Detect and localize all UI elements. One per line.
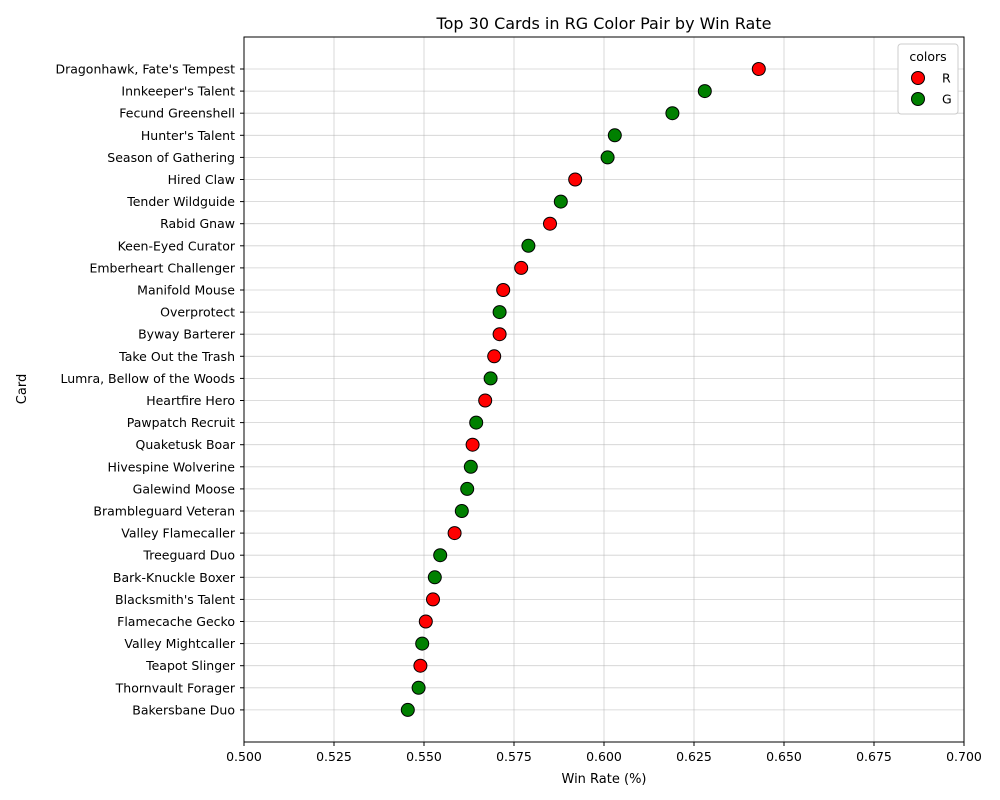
data-point bbox=[492, 305, 507, 320]
y-tick-label: Emberheart Challenger bbox=[89, 260, 235, 275]
x-tick-label: 0.550 bbox=[406, 749, 442, 764]
data-point bbox=[400, 702, 415, 717]
x-tick-label: 0.675 bbox=[856, 749, 892, 764]
data-point bbox=[465, 437, 480, 452]
y-tick-label: Thornvault Forager bbox=[115, 680, 236, 695]
y-tick-label: Bark-Knuckle Boxer bbox=[113, 570, 236, 585]
y-tick-label: Valley Flamecaller bbox=[121, 526, 236, 541]
data-point bbox=[460, 481, 475, 496]
data-point bbox=[607, 128, 622, 143]
data-point bbox=[697, 84, 712, 99]
y-tick-label: Brambleguard Veteran bbox=[93, 504, 235, 519]
y-tick-label: Hunter's Talent bbox=[141, 128, 235, 143]
x-tick-label: 0.650 bbox=[766, 749, 802, 764]
y-tick-label: Pawpatch Recruit bbox=[127, 415, 235, 430]
data-point bbox=[413, 658, 428, 673]
data-point bbox=[433, 548, 448, 563]
legend-label: R bbox=[942, 71, 951, 86]
x-tick-label: 0.700 bbox=[946, 749, 982, 764]
y-tick-label: Galewind Moose bbox=[133, 481, 236, 496]
y-tick-label: Take Out the Trash bbox=[118, 349, 235, 364]
y-tick-label: Hired Claw bbox=[168, 172, 235, 187]
data-point bbox=[447, 526, 462, 541]
data-point bbox=[469, 415, 484, 430]
x-axis-ticks: 0.500 0.525 0.550 0.575 0.600 0.625 0.650 0.675… bbox=[226, 742, 982, 764]
legend-title: colors bbox=[909, 49, 946, 64]
y-tick-label: Bakersbane Duo bbox=[132, 702, 235, 717]
legend-marker bbox=[911, 71, 925, 85]
data-point bbox=[483, 371, 498, 386]
x-tick-label: 0.575 bbox=[496, 749, 532, 764]
y-axis-ticks: Dragonhawk, Fate's Tempest Innkeeper's Ta… bbox=[55, 62, 244, 717]
data-points bbox=[400, 62, 766, 717]
y-tick-label: Valley Mightcaller bbox=[124, 636, 235, 651]
data-point bbox=[543, 216, 557, 231]
data-point bbox=[751, 62, 766, 76]
data-point bbox=[427, 570, 442, 585]
y-tick-label: Season of Gathering bbox=[107, 150, 235, 165]
y-tick-label: Overprotect bbox=[160, 305, 235, 320]
data-point bbox=[514, 260, 529, 275]
data-point bbox=[463, 459, 478, 474]
data-point bbox=[665, 106, 680, 121]
data-point bbox=[496, 283, 511, 297]
data-point bbox=[411, 680, 426, 695]
data-point bbox=[478, 393, 493, 408]
chart-title: Top 30 Cards in RG Color Pair by Win Rat… bbox=[436, 14, 772, 33]
x-axis-label: Win Rate (%) bbox=[562, 772, 647, 787]
x-tick-label: 0.600 bbox=[586, 749, 622, 764]
data-point bbox=[521, 238, 536, 253]
data-point bbox=[492, 327, 507, 342]
data-point bbox=[426, 592, 440, 607]
data-point bbox=[600, 150, 615, 165]
y-tick-label: Flamecache Gecko bbox=[117, 614, 235, 629]
y-tick-label: Blacksmith's Talent bbox=[115, 592, 235, 607]
y-tick-label: Teapot Slinger bbox=[145, 658, 236, 673]
x-tick-label: 0.525 bbox=[316, 749, 352, 764]
y-tick-label: Tender Wildguide bbox=[126, 194, 235, 209]
y-tick-label: Dragonhawk, Fate's Tempest bbox=[55, 62, 235, 77]
data-point bbox=[553, 194, 568, 209]
legend-entries: RG bbox=[911, 71, 952, 107]
x-tick-label: 0.625 bbox=[676, 749, 712, 764]
y-tick-label: Hivespine Wolverine bbox=[107, 459, 235, 474]
data-point bbox=[418, 614, 433, 629]
y-tick-label: Innkeeper's Talent bbox=[121, 84, 235, 99]
data-point bbox=[415, 636, 430, 651]
y-tick-label: Byway Barterer bbox=[138, 327, 236, 342]
y-tick-label: Lumra, Bellow of the Woods bbox=[60, 371, 235, 386]
y-tick-label: Keen-Eyed Curator bbox=[118, 238, 236, 253]
legend: colors RG bbox=[897, 43, 959, 115]
y-tick-label: Heartfire Hero bbox=[146, 393, 235, 408]
data-point bbox=[454, 504, 469, 518]
y-axis-label: Card bbox=[15, 374, 30, 404]
data-point bbox=[487, 349, 502, 364]
legend-label: G bbox=[942, 92, 952, 107]
y-tick-label: Manifold Mouse bbox=[137, 283, 235, 298]
y-tick-label: Treeguard Duo bbox=[142, 548, 235, 563]
y-tick-label: Rabid Gnaw bbox=[160, 216, 235, 231]
x-tick-label: 0.500 bbox=[226, 749, 262, 764]
legend-marker bbox=[911, 92, 925, 106]
data-point bbox=[568, 172, 583, 187]
y-tick-label: Quaketusk Boar bbox=[136, 437, 236, 452]
y-tick-label: Fecund Greenshell bbox=[119, 106, 235, 121]
